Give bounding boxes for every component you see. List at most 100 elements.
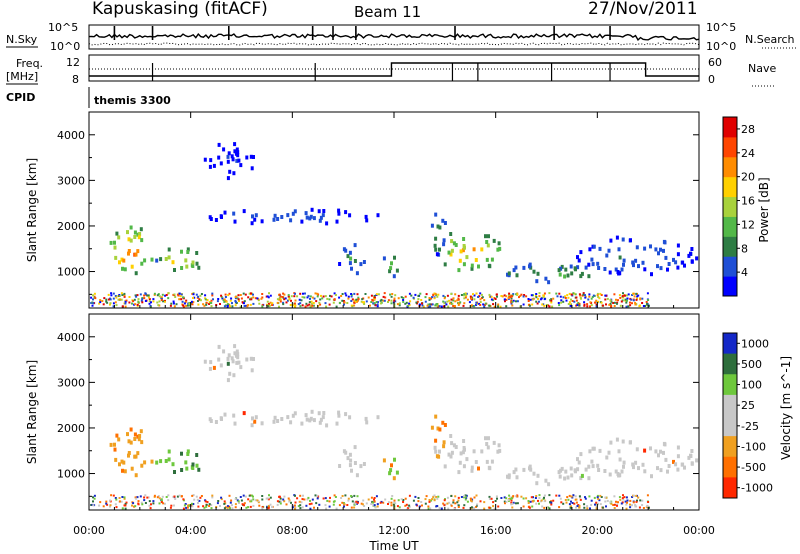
- noise-cell: [243, 504, 245, 507]
- noise-cell: [622, 292, 624, 295]
- velocity-cell: [355, 473, 359, 478]
- noise-cell: [503, 500, 506, 503]
- noise-cell: [231, 302, 233, 305]
- velocity-cell: [577, 460, 581, 465]
- velocity-cell: [662, 450, 665, 455]
- velocity-cell: [346, 456, 350, 461]
- noise-cell: [191, 494, 194, 497]
- velocity-cell: [465, 457, 469, 462]
- velocity-cell: [690, 461, 694, 466]
- power-cell: [450, 248, 454, 253]
- noise-cell: [429, 507, 432, 510]
- velocity-cell: [544, 478, 548, 483]
- noise-cell: [511, 300, 514, 303]
- noise-cell: [475, 505, 478, 508]
- power-cell: [233, 219, 237, 224]
- power-cell: [643, 246, 647, 251]
- velocity-cell: [492, 440, 496, 445]
- power-cell: [434, 236, 438, 241]
- noise-cell: [105, 502, 108, 505]
- velocity-cell: [689, 453, 692, 458]
- noise-cell: [456, 299, 459, 302]
- noise-cell: [156, 301, 159, 304]
- power-cell: [569, 264, 573, 269]
- noise-cell: [124, 504, 127, 507]
- velocity-cell: [117, 437, 121, 442]
- noise-cell: [261, 296, 264, 299]
- velocity-cell: [276, 419, 280, 423]
- noise-cell: [250, 499, 253, 502]
- velocity-cell: [250, 423, 254, 428]
- velocity-cell: [348, 452, 352, 457]
- noise-cell: [609, 299, 612, 301]
- noise-cell: [549, 501, 552, 503]
- noise-cell: [463, 302, 466, 305]
- noise-cell: [190, 504, 193, 507]
- noise-cell: [591, 296, 594, 298]
- noise-cell: [547, 506, 550, 509]
- noise-cell: [515, 495, 518, 498]
- noise-cell: [408, 494, 411, 497]
- noise-cell: [334, 294, 337, 296]
- power-cell: [319, 215, 323, 220]
- velocity-cell: [438, 449, 441, 454]
- velocity-cell: [252, 357, 255, 361]
- power-cell: [250, 221, 254, 226]
- velocity-cell: [592, 446, 596, 451]
- noise-cell: [606, 297, 609, 300]
- noise-cell: [351, 500, 354, 503]
- noise-cell: [157, 293, 160, 296]
- noise-cell: [442, 294, 445, 297]
- noise-cell: [535, 502, 538, 505]
- noise-cell: [334, 496, 337, 498]
- noise-cell: [356, 299, 359, 302]
- noise-cell: [202, 505, 205, 508]
- noise-cell: [541, 303, 544, 306]
- noise-cell: [463, 297, 466, 300]
- noise-cell: [197, 303, 200, 306]
- power-colorbar-segment: [723, 256, 737, 277]
- noise-cell: [237, 298, 240, 301]
- velocity-cell: [382, 458, 386, 463]
- power-cell: [217, 155, 221, 160]
- power-cell: [291, 211, 295, 216]
- noise-cell: [443, 305, 445, 308]
- power-cell: [570, 271, 574, 276]
- noise-cell: [355, 502, 358, 505]
- noise-cell: [404, 302, 407, 305]
- noise-cell: [139, 293, 142, 296]
- velocity-cell: [667, 464, 671, 468]
- power-cell: [134, 271, 138, 276]
- velocity-colorbar-tick-label: -500: [741, 461, 766, 474]
- noise-cell: [417, 295, 420, 297]
- noise-cell: [137, 500, 140, 503]
- noise-cell: [281, 296, 284, 298]
- noise-cell: [646, 292, 649, 295]
- noise-cell: [144, 292, 147, 295]
- noise-cell: [231, 507, 234, 510]
- noise-cell: [266, 300, 269, 303]
- noise-cell: [420, 501, 423, 503]
- noise-cell: [538, 292, 541, 295]
- noise-cell: [466, 298, 469, 301]
- noise-cell: [584, 497, 587, 500]
- noise-cell: [147, 496, 150, 499]
- velocity-cell: [487, 436, 490, 441]
- noise-cell: [347, 497, 350, 500]
- noise-cell: [356, 501, 359, 504]
- noise-cell: [562, 502, 565, 505]
- power-cell: [656, 264, 659, 269]
- velocity-cell: [222, 349, 226, 354]
- velocity-cell: [317, 411, 321, 416]
- noise-cell: [173, 305, 176, 308]
- noise-cell: [390, 302, 393, 305]
- noise-cell: [340, 497, 343, 499]
- noise-cell: [346, 302, 349, 304]
- noise-cell: [338, 504, 341, 507]
- power-cell: [472, 247, 476, 252]
- noise-cell: [393, 501, 396, 504]
- power-cell: [346, 254, 350, 259]
- noise-cell: [187, 504, 190, 507]
- noise-cell: [211, 292, 214, 295]
- noise-cell: [457, 304, 460, 306]
